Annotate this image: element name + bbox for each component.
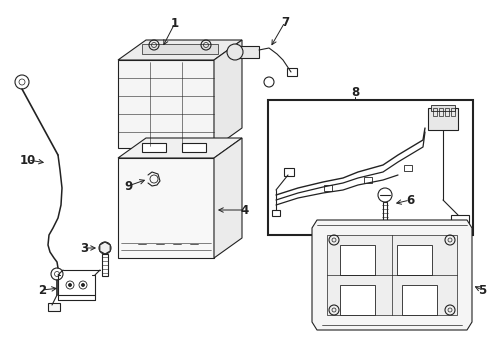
Bar (404, 165, 412, 171)
Bar (272, 210, 280, 216)
Bar (237, 46, 259, 58)
Bar (397, 245, 432, 275)
Polygon shape (182, 143, 206, 152)
Polygon shape (118, 40, 242, 60)
Bar (287, 68, 297, 76)
Bar (439, 108, 443, 116)
Bar (451, 108, 455, 116)
Text: 1: 1 (171, 17, 179, 30)
Text: 4: 4 (241, 203, 249, 216)
Bar (340, 285, 375, 315)
Bar (383, 202, 387, 222)
Text: 10: 10 (20, 153, 36, 166)
Bar (118, 60, 214, 148)
Circle shape (227, 44, 243, 60)
Bar (445, 108, 449, 116)
Polygon shape (118, 138, 242, 158)
Bar (268, 100, 473, 235)
Text: 8: 8 (351, 86, 359, 99)
Bar (451, 215, 469, 227)
Polygon shape (214, 40, 242, 148)
Bar (324, 185, 332, 191)
Bar (340, 245, 375, 275)
Polygon shape (142, 143, 166, 152)
Bar (431, 105, 455, 111)
Bar (428, 108, 458, 130)
Bar (102, 254, 108, 276)
Bar (364, 177, 372, 183)
Polygon shape (214, 138, 242, 258)
Polygon shape (312, 220, 472, 330)
Bar (327, 235, 457, 315)
Polygon shape (100, 242, 110, 254)
Text: 9: 9 (124, 180, 132, 193)
Circle shape (81, 284, 84, 287)
Text: 7: 7 (281, 15, 289, 28)
Bar (284, 168, 294, 176)
Text: 5: 5 (478, 284, 486, 297)
Bar (48, 303, 60, 311)
Text: 3: 3 (80, 242, 88, 255)
Bar (433, 108, 437, 116)
Text: 2: 2 (38, 284, 46, 297)
Text: 6: 6 (406, 194, 414, 207)
Bar (402, 285, 437, 315)
Polygon shape (142, 44, 218, 54)
Bar (118, 158, 214, 258)
Circle shape (69, 284, 72, 287)
